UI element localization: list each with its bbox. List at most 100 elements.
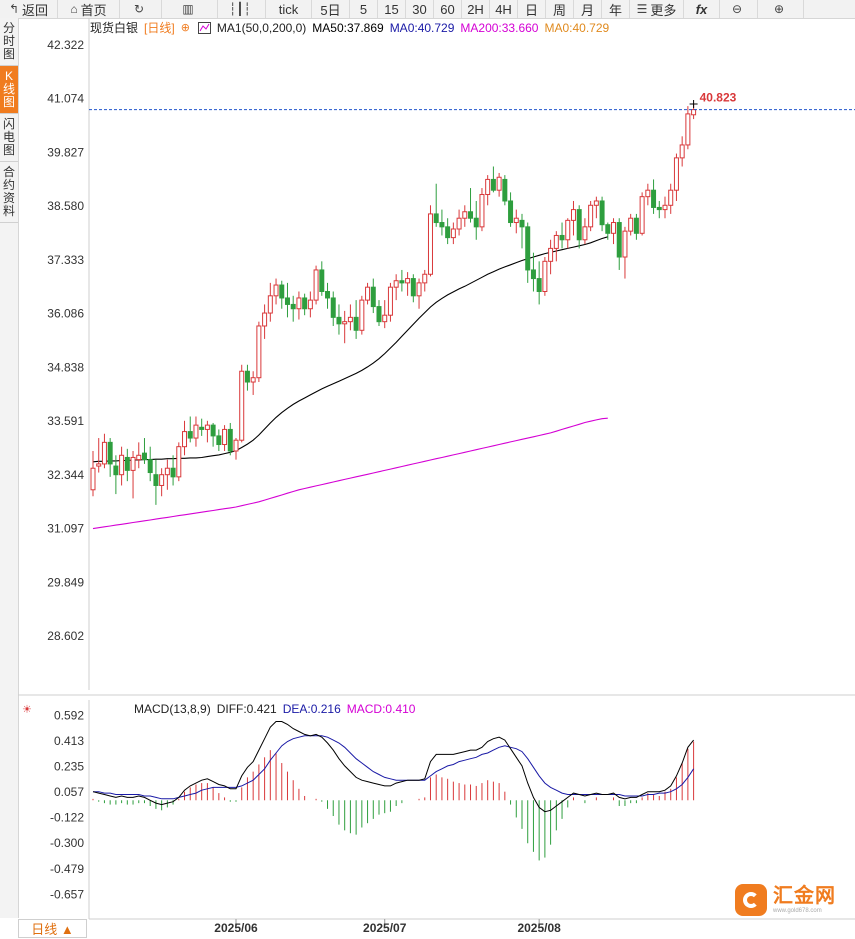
candle-body (593, 200, 599, 206)
toolbar-button-7[interactable]: 5 (350, 0, 378, 18)
price-tick-label: 29.849 (47, 575, 84, 589)
toolbar-button-13[interactable]: 日 (518, 0, 546, 18)
candle-body (513, 217, 519, 224)
toolbar-button-0[interactable]: ↰ 返回 (0, 0, 58, 18)
candle-body (622, 230, 628, 258)
candle-body (548, 247, 554, 262)
period-tab[interactable]: 日线 ▲ (18, 919, 87, 938)
candle-body (628, 217, 634, 232)
toolbar-button-5[interactable]: tick (266, 0, 312, 18)
candle-body (250, 377, 256, 383)
toolbar-button-14[interactable]: 周 (546, 0, 574, 18)
logo-url: www.gold678.com (773, 908, 822, 914)
candle-body (599, 200, 605, 226)
candle-body (662, 204, 668, 211)
toolbar-label: 15 (384, 1, 399, 17)
ma200-value: MA200:33.660 (460, 20, 539, 35)
toolbar-button-6[interactable]: 5日 (312, 0, 350, 18)
candle-body (359, 299, 365, 331)
macd-tick-label: -0.300 (50, 836, 84, 850)
candle-body (130, 456, 136, 471)
toolbar-button-10[interactable]: 60 (434, 0, 462, 18)
candle-body (101, 441, 107, 465)
toolbar-button-1[interactable]: ⌂ 首页 (58, 0, 120, 18)
candle-body (468, 211, 474, 219)
toolbar-button-17[interactable]: ☰ 更多 (630, 0, 684, 18)
macd-settings-icon[interactable]: ☀ (22, 703, 32, 716)
toolbar-label: 周 (552, 2, 566, 18)
macd-tick-label: -0.657 (50, 887, 84, 901)
toolbar-label: 年 (608, 2, 622, 18)
candle-body (113, 465, 119, 476)
candle-body (170, 467, 176, 478)
candle-body (502, 178, 508, 202)
price-tick-label: 42.322 (47, 38, 84, 52)
toolbar-button-16[interactable]: 年 (602, 0, 630, 18)
side-tab-0[interactable]: 分时图 (0, 18, 18, 66)
candle-body (479, 194, 485, 228)
candle-body (353, 316, 359, 331)
toolbar-button-11[interactable]: 2H (462, 0, 490, 18)
candle-body (473, 217, 479, 228)
candle-body (605, 224, 611, 234)
candle-body (576, 209, 582, 241)
refresh-icon: ↻ (133, 2, 145, 16)
toolbar-button-12[interactable]: 4H (490, 0, 518, 18)
date-tick-label: 2025/08 (517, 921, 561, 935)
price-tick-label: 31.097 (47, 522, 84, 536)
macd-tick-label: 0.413 (54, 734, 84, 748)
side-tab-1[interactable]: K线图 (0, 66, 18, 114)
toolbar-button-15[interactable]: 月 (574, 0, 602, 18)
candle-body (456, 217, 462, 230)
candle-body (668, 189, 674, 206)
candle-body (490, 178, 496, 191)
candle-body (416, 282, 422, 297)
macd-tick-label: 0.592 (54, 708, 84, 722)
toolbar-label: 4H (495, 1, 512, 17)
date-tick-label: 2025/06 (214, 921, 258, 935)
side-tab-3[interactable]: 合约资料 (0, 162, 18, 223)
candle-body (536, 278, 542, 292)
ma200-line (92, 417, 608, 530)
candle-body (330, 297, 336, 318)
zoom-out-icon: ⊖ (731, 2, 743, 16)
candle-body (588, 204, 594, 228)
price-tick-label: 39.827 (47, 145, 84, 159)
back-arrow-icon: ↰ (8, 2, 20, 16)
indicator-icon[interactable] (197, 21, 211, 34)
toolbar-button-19[interactable]: ⊖ (720, 0, 758, 18)
toolbar-button-3[interactable]: ▥ (162, 0, 218, 18)
side-tabs: 分时图 K线图 闪电图 合约资料 (0, 18, 19, 918)
candle-body (227, 428, 233, 452)
home-icon: ⌂ (70, 2, 78, 16)
candle-body (233, 439, 239, 452)
candle-body (176, 446, 182, 478)
price-tick-label: 33.591 (47, 414, 84, 428)
candle-body (107, 441, 113, 465)
candle-body (525, 226, 531, 271)
candle-body (153, 474, 159, 486)
target-icon[interactable]: ⊕ (180, 22, 190, 34)
toolbar-button-18[interactable]: fx (684, 0, 720, 18)
toolbar: ↰ 返回 ⌂ 首页 ↻ ▥ ┆┃┆ tick 5日 5 15 30 60 2H 4H 日周月年 ☰ 更多 fx ⊖ ⊕ (0, 0, 855, 19)
toolbar-label: 月 (580, 2, 594, 18)
toolbar-button-20[interactable]: ⊕ (758, 0, 804, 18)
macd-tick-label: -0.122 (50, 811, 84, 825)
menu-icon: ☰ (636, 2, 648, 16)
candle-body (611, 222, 617, 234)
candle-body (382, 314, 388, 323)
candle-body (164, 467, 170, 476)
candle-body (433, 213, 439, 224)
candle-body (445, 226, 451, 239)
candle-body (656, 206, 662, 211)
toolbar-button-2[interactable]: ↻ (120, 0, 162, 18)
toolbar-button-9[interactable]: 30 (406, 0, 434, 18)
toolbar-button-4[interactable]: ┆┃┆ (218, 0, 266, 18)
toolbar-button-8[interactable]: 15 (378, 0, 406, 18)
candle-body (279, 284, 285, 299)
side-tab-2[interactable]: 闪电图 (0, 114, 18, 162)
candle-body (542, 260, 548, 292)
candle-body (570, 209, 576, 221)
toolbar-label: 2H (467, 1, 484, 17)
